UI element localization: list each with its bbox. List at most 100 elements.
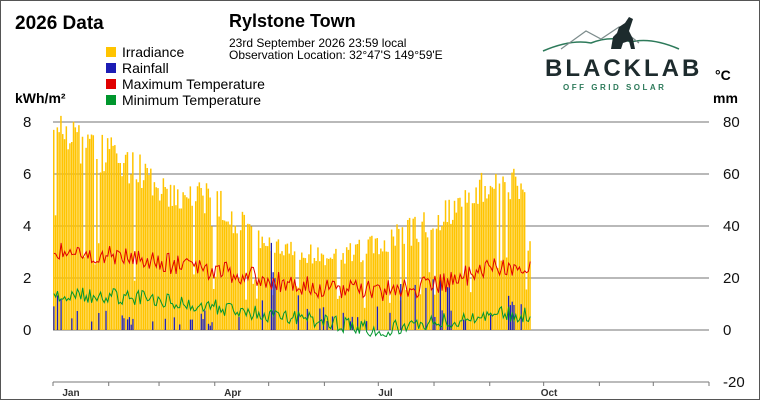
rainfall-bar [261, 300, 264, 330]
rainfall-bar [425, 287, 427, 330]
irradiance-bar [103, 171, 105, 330]
left-tick-label: 6 [23, 166, 31, 183]
rainfall-bar [71, 318, 73, 330]
legend-item-max-temp: Maximum Temperature [106, 76, 265, 92]
blacklab-logo: BLACKLAB OFF GRID SOLAR [541, 9, 699, 92]
rainfall-bar [349, 321, 352, 330]
irradiance-bar [115, 153, 118, 330]
rainfall-bar [128, 317, 131, 330]
irradiance-bar [416, 238, 418, 330]
irradiance-bar [182, 192, 184, 330]
right-tick-label: 20 [723, 270, 740, 287]
irradiance-bar [99, 172, 102, 330]
irradiance-bar [327, 258, 330, 330]
irradiance-bar [354, 244, 357, 330]
irradiance-bar [495, 173, 497, 330]
irradiance-bar [475, 187, 477, 330]
rainfall-bar [439, 280, 441, 330]
irradiance-bar [185, 197, 188, 330]
irradiance-bar [513, 168, 515, 330]
irradiance-bar [455, 212, 458, 330]
irradiance-bar [117, 162, 120, 330]
rainfall-bar [511, 301, 513, 330]
irradiance-bar [448, 199, 450, 330]
irradiance-bar [60, 115, 62, 330]
month-label: Oct [541, 388, 558, 399]
irradiance-bar [374, 238, 377, 330]
irradiance-bar [295, 286, 298, 330]
irradiance-bar [383, 240, 386, 330]
irradiance-bar [81, 136, 84, 330]
irradiance-bar [453, 200, 456, 330]
irradiance-bar [408, 217, 411, 330]
irradiance-bar [74, 127, 77, 330]
irradiance-bar [299, 259, 301, 330]
irradiance-bar [322, 254, 325, 330]
irradiance-bar [200, 187, 202, 330]
irradiance-bar [155, 187, 157, 330]
irradiance-bar [266, 246, 269, 330]
irradiance-bar [108, 149, 111, 330]
dog-on-hill-icon [542, 17, 680, 52]
month-label: Apr [224, 388, 241, 399]
irradiance-bar [367, 239, 370, 330]
rainfall-bar [365, 321, 368, 330]
rainfall-bar [202, 319, 204, 330]
irradiance-bar [344, 263, 346, 330]
irradiance-bar [53, 129, 55, 330]
irradiance-bar [405, 289, 407, 330]
month-label: Jan [62, 388, 79, 399]
legend-label-min-temp: Minimum Temperature [122, 92, 262, 108]
irradiance-bar [90, 134, 93, 330]
irradiance-bar [468, 192, 470, 330]
irradiance-bar [175, 205, 177, 330]
irradiance-bar [293, 251, 296, 330]
irradiance-bar [288, 253, 290, 330]
irradiance-bar [353, 254, 355, 330]
irradiance-bar [301, 252, 303, 330]
irradiance-bar [434, 294, 436, 330]
irradiance-bar [318, 261, 321, 330]
irradiance-bar [76, 132, 78, 330]
irradiance-bar [121, 176, 123, 330]
rainfall-bar [414, 284, 416, 330]
irradiance-bar [196, 186, 199, 330]
irradiance-bar [525, 289, 528, 330]
rainfall-bar [272, 272, 274, 330]
irradiance-bar [480, 172, 483, 330]
irradiance-bar [371, 235, 373, 330]
irradiance-bar [173, 185, 175, 330]
irradiance-bar [250, 226, 253, 330]
irradiance-bar [252, 283, 254, 330]
rainfall-bar [56, 295, 59, 330]
observation-location: Observation Location: 32°47'S 149°59'E [229, 48, 443, 62]
irradiance-bar [403, 243, 405, 330]
irradiance-bar [317, 247, 319, 330]
rainfall-bar [126, 319, 129, 330]
irradiance-bar [482, 201, 485, 330]
rainfall-bar [76, 311, 78, 330]
rainfall-bar [98, 312, 100, 330]
irradiance-bar [360, 262, 362, 330]
irradiance-bar [464, 190, 467, 330]
irradiance-bar [304, 258, 307, 330]
irradiance-bar [63, 139, 66, 330]
irradiance-bar [132, 152, 134, 330]
rainfall-bar [448, 285, 450, 330]
rainfall-bar [342, 312, 344, 330]
irradiance-bar [292, 255, 294, 330]
irradiance-bar [446, 222, 449, 330]
irradiance-bar [500, 260, 503, 330]
irradiance-bar [462, 276, 465, 330]
rainfall-bar [450, 310, 452, 330]
irradiance-bar [507, 192, 510, 330]
legend-swatch-irradiance [106, 47, 116, 57]
irradiance-bar [202, 195, 204, 330]
rainfall-bar [326, 321, 328, 330]
rainfall-bar [322, 307, 325, 330]
irradiance-bar [70, 142, 73, 330]
rainfall-bar [389, 312, 391, 330]
irradiance-bar [216, 191, 219, 330]
irradiance-bar [229, 224, 231, 330]
